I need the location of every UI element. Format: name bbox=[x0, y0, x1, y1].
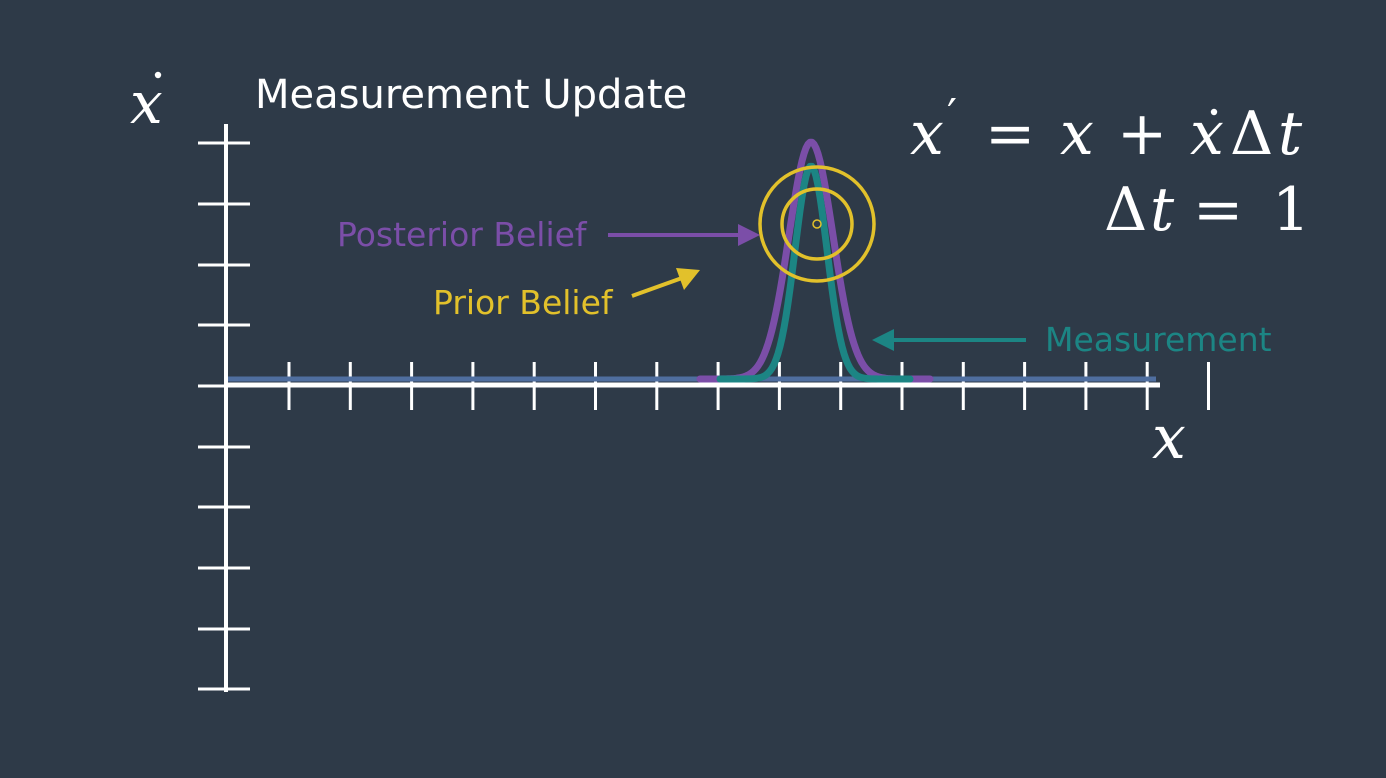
measurement-curve bbox=[716, 162, 914, 383]
prior-arrow-shaft bbox=[631, 276, 683, 298]
prior-outer-ring bbox=[758, 165, 876, 283]
x-axis bbox=[224, 362, 1210, 410]
eq1-delta: Δ bbox=[1230, 99, 1273, 169]
eq1-xdot: x bbox=[1190, 99, 1224, 169]
equation-timestep: Δ t = 1 bbox=[1104, 175, 1310, 245]
y-axis-var: x bbox=[130, 69, 163, 137]
y-axis-dot-mark bbox=[154, 71, 162, 79]
measurement-arrow bbox=[872, 329, 1026, 351]
eq2-one: 1 bbox=[1272, 175, 1310, 245]
eq2-t: t bbox=[1150, 175, 1175, 245]
y-axis-label: x bbox=[130, 69, 163, 137]
prior-label: Prior Belief bbox=[433, 283, 614, 322]
posterior-arrow-head bbox=[738, 224, 760, 246]
page-title: Measurement Update bbox=[255, 72, 687, 118]
eq1-equals: = bbox=[985, 99, 1035, 169]
prior-belief-ellipse bbox=[758, 165, 876, 283]
eq1-dot-mark bbox=[1210, 108, 1218, 116]
measurement-label: Measurement bbox=[1045, 320, 1272, 359]
measurement-arrow-head bbox=[872, 329, 894, 351]
prior-arrow-head bbox=[676, 268, 700, 290]
prior-inner-ring bbox=[780, 187, 854, 261]
eq1-x: x bbox=[1060, 99, 1094, 169]
posterior-label: Posterior Belief bbox=[337, 215, 588, 254]
x-axis-ticks bbox=[287, 362, 1210, 410]
x-axis-label: x bbox=[1152, 403, 1186, 473]
prior-center-mark bbox=[812, 219, 822, 229]
eq2-delta: Δ bbox=[1104, 175, 1147, 245]
eq1-lhs: x bbox=[910, 99, 944, 169]
equation-motion: x ′ = x + x Δ t bbox=[910, 90, 1303, 169]
eq1-plus: + bbox=[1117, 99, 1167, 169]
prior-arrow bbox=[631, 268, 700, 298]
y-axis bbox=[198, 124, 250, 692]
posterior-arrow bbox=[608, 224, 760, 246]
eq1-prime: ′ bbox=[947, 90, 957, 141]
eq1-t: t bbox=[1278, 99, 1303, 169]
eq2-equals: = bbox=[1193, 175, 1243, 245]
